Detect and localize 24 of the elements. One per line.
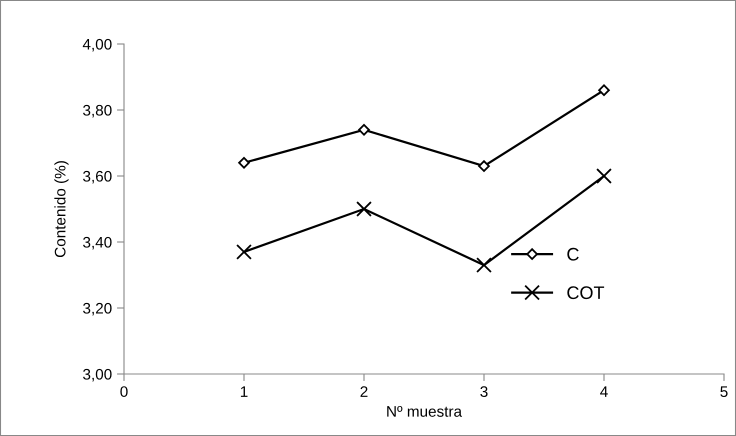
point (356, 201, 372, 217)
x-tick-label: 0 (120, 386, 128, 398)
point (598, 84, 610, 96)
point (238, 156, 250, 169)
point (476, 257, 492, 273)
y-tick-label: 4,00 (82, 38, 112, 52)
x-tick-label: 3 (480, 386, 488, 398)
x-tick-label: 5 (720, 386, 728, 398)
y-tick-label: 3,20 (83, 302, 112, 316)
legend-label: C (567, 248, 579, 261)
x-tick-label: 1 (240, 386, 248, 397)
y-tick-label: 3,00 (83, 368, 112, 382)
y-axis-title: Contenido (%) (54, 161, 69, 258)
y-tick-label: 3,80 (83, 104, 112, 118)
x-tick-label: 4 (600, 386, 608, 397)
x-tick-label: 2 (360, 386, 368, 397)
y-tick-label: 3,40 (83, 236, 112, 250)
point (358, 124, 370, 136)
point (478, 160, 490, 172)
x-axis-title: Nº muestra (387, 406, 462, 417)
legend-label: COT (567, 286, 604, 300)
y-tick-label: 3,60 (83, 170, 112, 184)
point (596, 168, 612, 184)
point (236, 244, 252, 260)
